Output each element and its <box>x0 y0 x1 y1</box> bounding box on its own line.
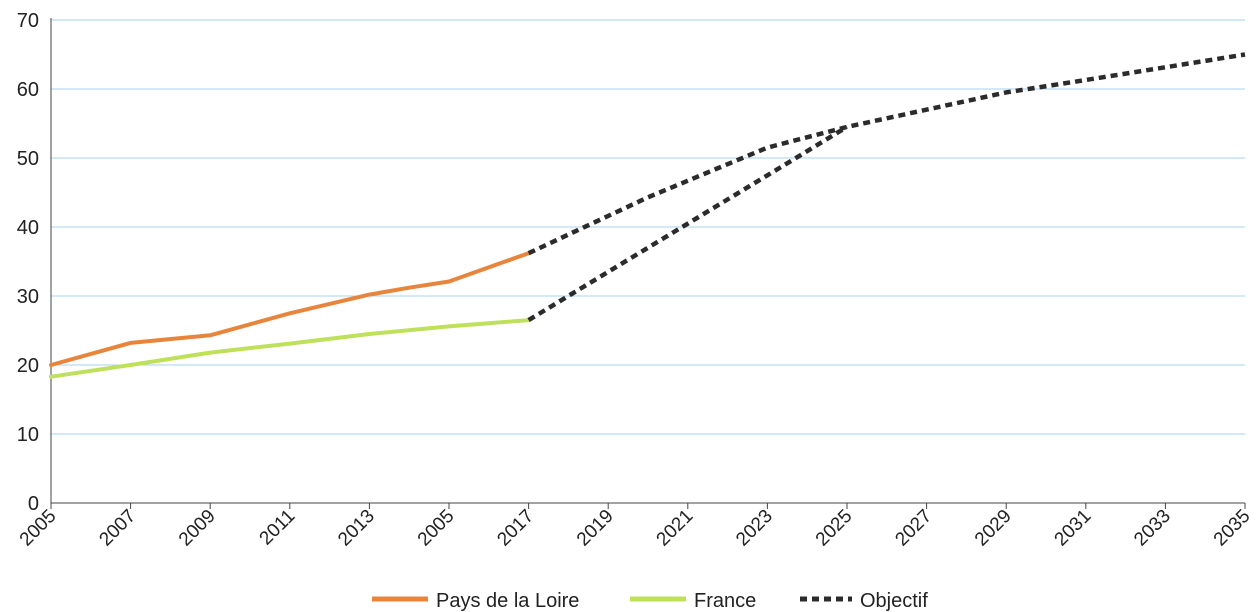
x-tick-label: 2035 <box>1210 506 1255 551</box>
x-axis-ticks: 2005 2007 2009 2011 2013 2005 2017 2019 2021 2023… <box>16 503 1255 550</box>
legend-label-france: France <box>694 590 756 612</box>
x-tick-label: 2011 <box>256 506 300 550</box>
series-line-objectif-2 <box>527 124 849 323</box>
y-tick-label: 20 <box>17 355 39 377</box>
x-tick-label: 2025 <box>812 506 857 551</box>
y-axis-ticks: 0 10 20 30 40 50 60 70 <box>17 10 39 515</box>
x-tick-label: 2007 <box>95 506 140 551</box>
x-tick-label: 2017 <box>493 506 538 551</box>
series-lines <box>49 52 1246 379</box>
y-tick-label: 70 <box>17 10 39 32</box>
x-tick-label: 2029 <box>971 506 1016 551</box>
legend-label-objectif: Objectif <box>860 590 928 612</box>
x-tick-label: 2005 <box>16 506 61 551</box>
x-tick-label: 2033 <box>1130 506 1175 551</box>
x-tick-label: 2023 <box>732 506 777 551</box>
legend: Pays de la Loire France Objectif <box>372 590 928 612</box>
y-tick-label: 30 <box>17 286 39 308</box>
x-tick-label: 2019 <box>573 506 618 551</box>
y-tick-label: 10 <box>17 424 39 446</box>
grid-lines <box>51 19 1245 435</box>
y-tick-label: 0 <box>28 493 39 515</box>
series-line-objectif-1 <box>527 52 1246 256</box>
series-line-france <box>49 318 531 379</box>
x-tick-label: 2013 <box>334 506 379 551</box>
x-tick-label: 2005 <box>414 506 459 551</box>
x-tick-label: 2021 <box>653 506 698 551</box>
x-tick-label: 2027 <box>891 506 936 551</box>
y-tick-label: 60 <box>17 79 39 101</box>
legend-label-pays-de-la-loire: Pays de la Loire <box>436 590 579 612</box>
x-tick-label: 2009 <box>175 506 220 551</box>
x-tick-label: 2031 <box>1051 506 1096 551</box>
series-line-pays-de-la-loire <box>49 251 531 367</box>
y-tick-label: 50 <box>17 148 39 170</box>
y-tick-label: 40 <box>17 217 39 239</box>
